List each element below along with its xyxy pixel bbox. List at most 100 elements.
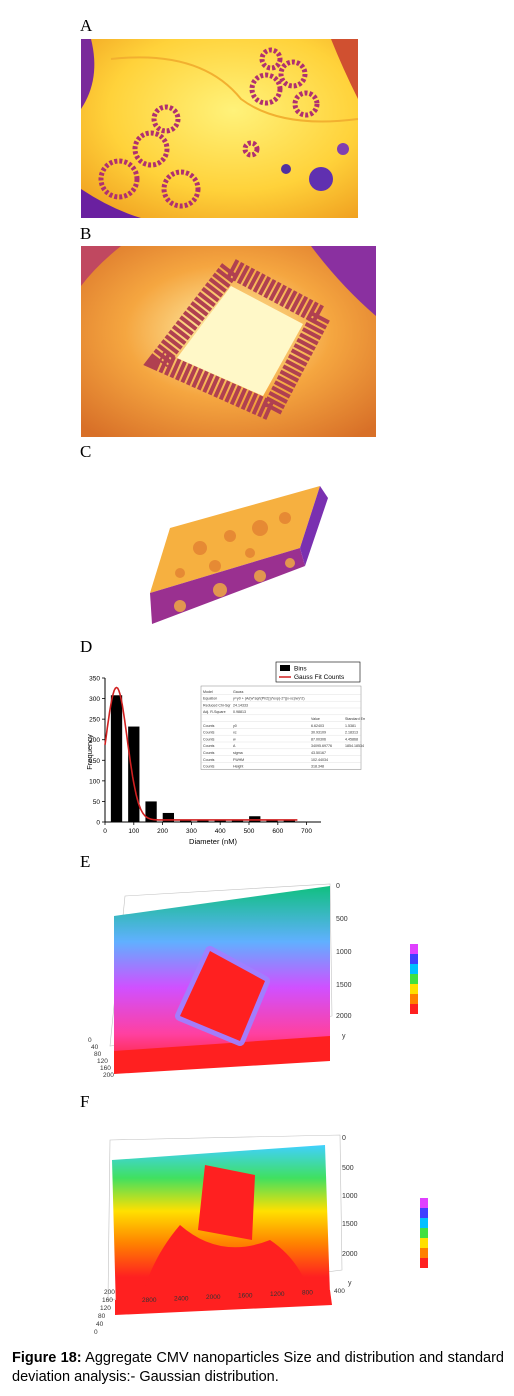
surface-f-x-tick: 1200 xyxy=(270,1291,285,1298)
surface-e-x-tick: 120 xyxy=(97,1058,108,1065)
histogram-chart-d: 0 50 100 150 200 250 300 350 0 100 200 300 400 500 60… xyxy=(80,660,365,850)
surface-f-x-tick: 2800 xyxy=(142,1297,157,1304)
fit-table-cell: A xyxy=(233,744,236,748)
fit-table-cell: Counts xyxy=(203,731,215,735)
legend-label-bins: Bins xyxy=(294,666,307,673)
fit-table-cell: xc xyxy=(233,731,237,735)
fit-table-cell: 2.18313 xyxy=(345,731,358,735)
fit-table-cell: Gauss xyxy=(233,690,244,694)
histogram-bar xyxy=(197,819,209,822)
x-tick-label: 300 xyxy=(186,828,197,835)
fit-table-cell: 0.98813 xyxy=(233,710,246,714)
tem-image-b xyxy=(81,246,376,437)
legend-label-fit: Gauss Fit Counts xyxy=(294,674,345,681)
figure-caption: Figure 18: Aggregate CMV nanoparticles S… xyxy=(12,1349,504,1387)
y-tick-label: 350 xyxy=(89,676,100,683)
tem-3d-image-c xyxy=(140,478,340,626)
histogram-bar xyxy=(179,819,192,822)
colorbar-segment xyxy=(410,984,418,994)
fit-table-cell: Adj. R-Square xyxy=(203,710,226,714)
fit-table-cell: Counts xyxy=(203,724,215,728)
panel-label-d: D xyxy=(80,637,93,656)
surface-f-x-tick: 1600 xyxy=(238,1293,253,1300)
figure-label: Figure 18: xyxy=(12,1350,82,1366)
colorbar-segment xyxy=(420,1198,428,1208)
surface-f-z-tick: 0 xyxy=(94,1329,98,1336)
colorbar-segment xyxy=(420,1248,428,1258)
y-tick-label: 250 xyxy=(89,717,100,724)
histogram-bar xyxy=(231,819,244,822)
panel-label-e: E xyxy=(80,852,91,871)
surface-f-y-tick: y xyxy=(348,1280,352,1287)
panel-label-a: A xyxy=(80,16,93,35)
colorbar-segment xyxy=(410,1004,418,1014)
histogram-bar xyxy=(162,812,175,822)
x-tick-label: 100 xyxy=(128,828,139,835)
legend: Bins Gauss Fit Counts xyxy=(275,661,361,683)
colorbar-segment xyxy=(410,964,418,974)
surface-e-x-tick: 40 xyxy=(91,1044,99,1051)
y-tick-label: 200 xyxy=(89,737,100,744)
fit-table-cell: 87.00306 xyxy=(311,737,326,741)
fit-table-cell: Equation xyxy=(203,697,217,701)
fit-table-cell: 318.348 xyxy=(311,765,324,769)
fit-table-cell: Counts xyxy=(203,751,215,755)
fit-table-cell: 30.93109 xyxy=(311,731,326,735)
fit-table-cell: FWHM xyxy=(233,758,244,762)
colorbar-segment xyxy=(410,974,418,984)
surface-plot-f: 0 500 1000 1500 2000 y 2800 2400 2000 1600 1200 80… xyxy=(80,1130,440,1340)
histogram-bar xyxy=(128,726,140,822)
surface-f-z-tick: 200 xyxy=(104,1289,115,1296)
fit-table-cell: Counts xyxy=(203,765,215,769)
fit-table-cell: 6.62403 xyxy=(311,724,324,728)
fit-table-cell: Counts xyxy=(203,758,215,762)
surface-f-y-tick: 500 xyxy=(342,1165,354,1172)
colorbar-segment xyxy=(410,954,418,964)
y-axis-label: Frequency xyxy=(85,734,94,770)
x-tick-label: 700 xyxy=(301,828,312,835)
y-tick-label: 300 xyxy=(89,696,100,703)
legend-swatch-bins xyxy=(280,665,290,671)
x-axis-label: Diameter (nM) xyxy=(189,837,237,846)
fit-table-cell: Reduced Chi-Sqr xyxy=(203,703,231,707)
surface-f-y-tick: 0 xyxy=(342,1135,346,1142)
histogram-bar xyxy=(145,801,157,822)
colorbar-segment xyxy=(420,1208,428,1218)
fit-table-cell: 4.45868 xyxy=(345,737,358,741)
surface-f-z-tick: 80 xyxy=(98,1313,106,1320)
fit-table-cell: w xyxy=(233,737,236,741)
colorbar-segment xyxy=(420,1258,428,1268)
surface-e-y-tick: y xyxy=(342,1033,346,1040)
surface-e-y-tick: 1000 xyxy=(336,949,352,956)
surface-f-y-tick: 1000 xyxy=(342,1193,358,1200)
colorbar-segment xyxy=(420,1218,428,1228)
fit-results-table: Model Gauss Equation y=y0 + (A/(w*sqrt(PI/2… xyxy=(200,685,365,770)
y-tick-label: 0 xyxy=(96,820,100,827)
surface-f-y-tick: 1500 xyxy=(342,1221,358,1228)
tem-image-a xyxy=(81,39,358,218)
caption-text: Aggregate CMV nanoparticles Size and dis… xyxy=(12,1350,504,1385)
histogram-bar xyxy=(110,695,123,822)
surface-f-x-tick: 2000 xyxy=(206,1294,221,1301)
surface-f-z-tick: 160 xyxy=(102,1297,113,1304)
fit-table-cell: 43.50167 xyxy=(311,751,326,755)
surface-e-x-tick: 80 xyxy=(94,1051,102,1058)
surface-f-z-tick: 120 xyxy=(100,1305,111,1312)
surface-e-y-tick: 1500 xyxy=(336,982,352,989)
histogram-bar xyxy=(214,819,226,822)
surface-plot-e: 0 500 1000 1500 2000 y 0 40 80 120 160 200 xyxy=(80,876,430,1086)
gauss-fit-line xyxy=(104,686,298,821)
fit-table-cell: 102.44034 xyxy=(311,758,328,762)
x-tick-label: 0 xyxy=(103,828,107,835)
fit-table-cell: 1.5381 xyxy=(345,724,356,728)
surface-e-x-tick: 160 xyxy=(100,1065,111,1072)
x-tick-label: 400 xyxy=(215,828,226,835)
x-tick-label: 500 xyxy=(244,828,255,835)
colorbar-segment xyxy=(410,944,418,954)
surface-f-z-tick: 40 xyxy=(96,1321,104,1328)
surface-e-x-tick: 200 xyxy=(103,1072,114,1079)
surface-e-y-tick: 2000 xyxy=(336,1013,352,1020)
fit-table-cell: Standard Error xyxy=(345,717,365,721)
histogram-bar xyxy=(266,819,278,822)
surface-f-y-tick: 2000 xyxy=(342,1251,358,1258)
